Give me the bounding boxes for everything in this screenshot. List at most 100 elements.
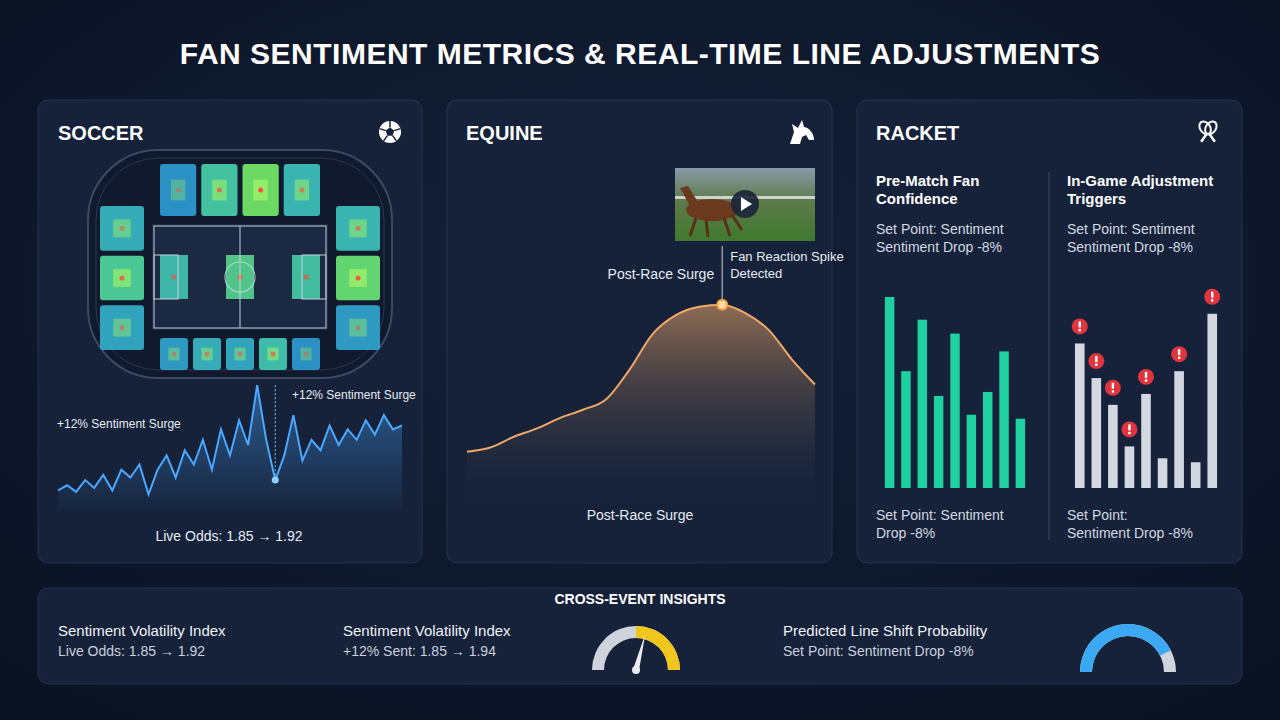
alert-icon: [1072, 318, 1088, 334]
pitch-lines: [154, 226, 326, 328]
insights-title: CROSS-EVENT INSIGHTS: [554, 591, 725, 607]
annotation: Fan Reaction SpikeDetected: [730, 249, 843, 281]
heat-core: [349, 269, 367, 287]
annotation: +12% Sentiment Surge: [292, 388, 416, 402]
stadium: [88, 150, 392, 378]
insight-detail: Set Point: Sentiment Drop -8%: [783, 643, 974, 659]
soccer-icon-seam: [393, 136, 397, 141]
alert-circle: [1204, 289, 1220, 305]
heat-core: [212, 180, 227, 201]
spike-point: [717, 300, 727, 310]
annotation: Set Point: Sentiment: [1067, 221, 1195, 237]
video-horse-neck: [680, 186, 698, 206]
pitch-halfway: [239, 226, 240, 328]
heat-hotspot: [217, 188, 222, 193]
sentiment-area: [467, 305, 815, 500]
heat-core: [171, 180, 186, 201]
heat-core: [300, 348, 311, 361]
panel-1: [447, 100, 832, 563]
heat-cell: [160, 338, 188, 370]
gauge-hub: [632, 666, 640, 674]
pitch-box-right: [302, 255, 326, 299]
heat-hotspot: [172, 352, 177, 357]
heat-core: [113, 269, 131, 287]
pitch-hotspot: [304, 275, 309, 280]
gauge: [592, 626, 680, 674]
bar: [934, 396, 943, 488]
gauge-needle: [633, 633, 645, 671]
heat-hotspot: [205, 352, 210, 357]
insight-label: Sentiment Volatility Index: [58, 622, 226, 639]
alert-dot: [1128, 432, 1130, 434]
alert-bar: [1128, 424, 1130, 430]
annotation: Post-Race Surge: [587, 507, 694, 523]
pitch: [152, 224, 328, 330]
alert-circle: [1171, 346, 1187, 362]
heat-cell: [226, 338, 254, 370]
heat-cell: [336, 305, 380, 350]
video-thumbnail: [675, 168, 815, 241]
annotation: +12% Sentiment Surge: [57, 417, 181, 431]
horse-icon: [790, 120, 814, 144]
dip-marker: [272, 477, 279, 484]
video-frame: [675, 168, 815, 241]
heat-hotspot: [238, 352, 243, 357]
annotation: Set Point: Sentiment: [876, 507, 1004, 523]
alert-bar: [1112, 383, 1114, 389]
bar: [901, 371, 910, 488]
spike-line: [722, 246, 723, 305]
heat-hotspot: [258, 188, 263, 193]
subtitle-line: Confidence: [876, 190, 958, 207]
heat-hotspot: [356, 276, 361, 281]
insights-panel: [38, 588, 1242, 684]
alert-dot: [1095, 364, 1097, 366]
alert-icon: [1171, 346, 1187, 362]
heat-core: [168, 348, 179, 361]
alert-icon: [1088, 353, 1104, 369]
annotation-line: Fan Reaction Spike: [730, 249, 843, 264]
alert-bar: [1079, 321, 1081, 327]
bar: [1141, 394, 1151, 488]
heat-cell: [336, 256, 380, 301]
video-play: [731, 190, 759, 218]
video-play-icon: [741, 197, 752, 211]
soccer-icon-seam: [380, 129, 386, 131]
heat-core: [201, 348, 212, 361]
racket-icon-handle-1: [1201, 134, 1207, 142]
heat-cell: [284, 164, 320, 216]
annotation: Set Point: Sentiment: [876, 221, 1004, 237]
bar: [1158, 458, 1168, 488]
bar-plot: [1075, 314, 1217, 488]
alert-icon: [1121, 421, 1137, 437]
subtitle-line: In-Game Adjustment: [1067, 172, 1213, 189]
soccer-icon-seam: [384, 136, 388, 141]
bar: [918, 320, 927, 488]
bar: [1191, 462, 1201, 488]
alert-dot: [1145, 379, 1147, 381]
racket-divider: [1049, 172, 1050, 540]
alert-bar: [1095, 356, 1097, 362]
heat-cell: [243, 164, 279, 216]
bar: [967, 415, 976, 488]
soccer-icon-ball: [379, 121, 401, 143]
subtitle: In-Game AdjustmentTriggers: [1067, 172, 1213, 207]
heat-cell: [336, 206, 380, 251]
heat-core: [253, 180, 268, 201]
annotation: Sentiment Drop -8%: [876, 239, 1002, 255]
alert-dot: [1178, 357, 1180, 359]
equine-plot: [467, 305, 815, 500]
stadium-ring: [96, 158, 384, 370]
heat-core: [295, 180, 310, 201]
heat-hotspot: [176, 188, 181, 193]
heat-core: [113, 219, 131, 237]
alert-circle: [1072, 318, 1088, 334]
heat-cell: [259, 338, 287, 370]
alert-dot: [1211, 299, 1213, 301]
heat-cell: [100, 305, 144, 350]
alert-bar: [1145, 372, 1147, 378]
bar: [950, 334, 959, 488]
annotation: Sentiment Drop -8%: [1067, 239, 1193, 255]
panel-0: [38, 100, 422, 563]
bar: [983, 392, 992, 488]
heat-hotspot: [356, 325, 361, 330]
